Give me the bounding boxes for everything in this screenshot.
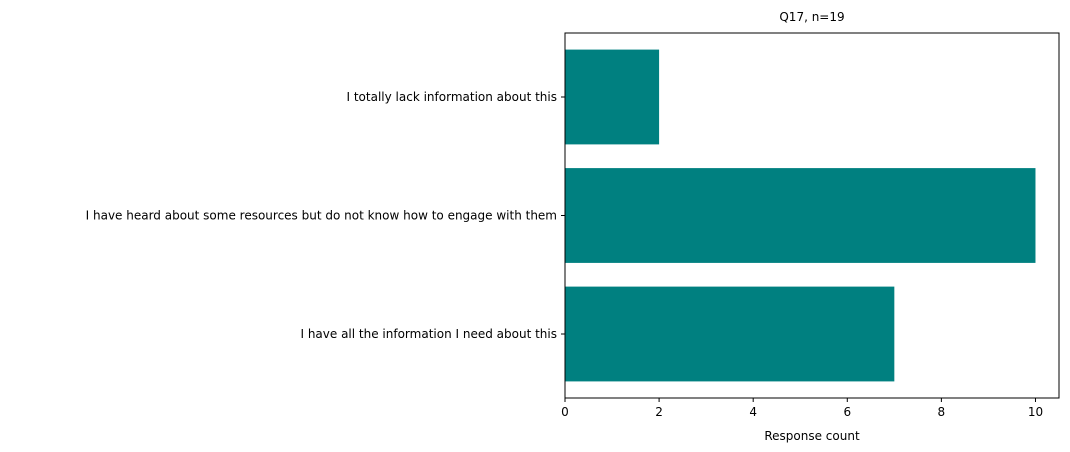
x-tick-label: 2	[655, 405, 663, 419]
plot-area-frame	[564, 32, 1060, 399]
y-axis-ticks: I totally lack information about this I h…	[86, 90, 565, 341]
x-axis-label: Response count	[764, 429, 860, 443]
chart-title: Q17, n=19	[779, 10, 844, 24]
y-tick-label: I totally lack information about this	[347, 90, 558, 104]
x-tick-label: 10	[1028, 405, 1043, 419]
x-tick-label: 0	[561, 405, 569, 419]
y-tick-label: I have heard about some resources but do…	[86, 209, 557, 223]
bar-1	[565, 49, 660, 145]
bars-layer	[565, 49, 1036, 382]
bar-2	[565, 168, 1036, 263]
x-axis-ticks: 0 2 4 6 8 10	[561, 398, 1043, 419]
x-tick-label: 6	[843, 405, 851, 419]
x-tick-label: 4	[749, 405, 757, 419]
bar-3	[565, 286, 895, 382]
y-tick-label: I have all the information I need about …	[300, 327, 557, 341]
x-tick-label: 8	[938, 405, 946, 419]
